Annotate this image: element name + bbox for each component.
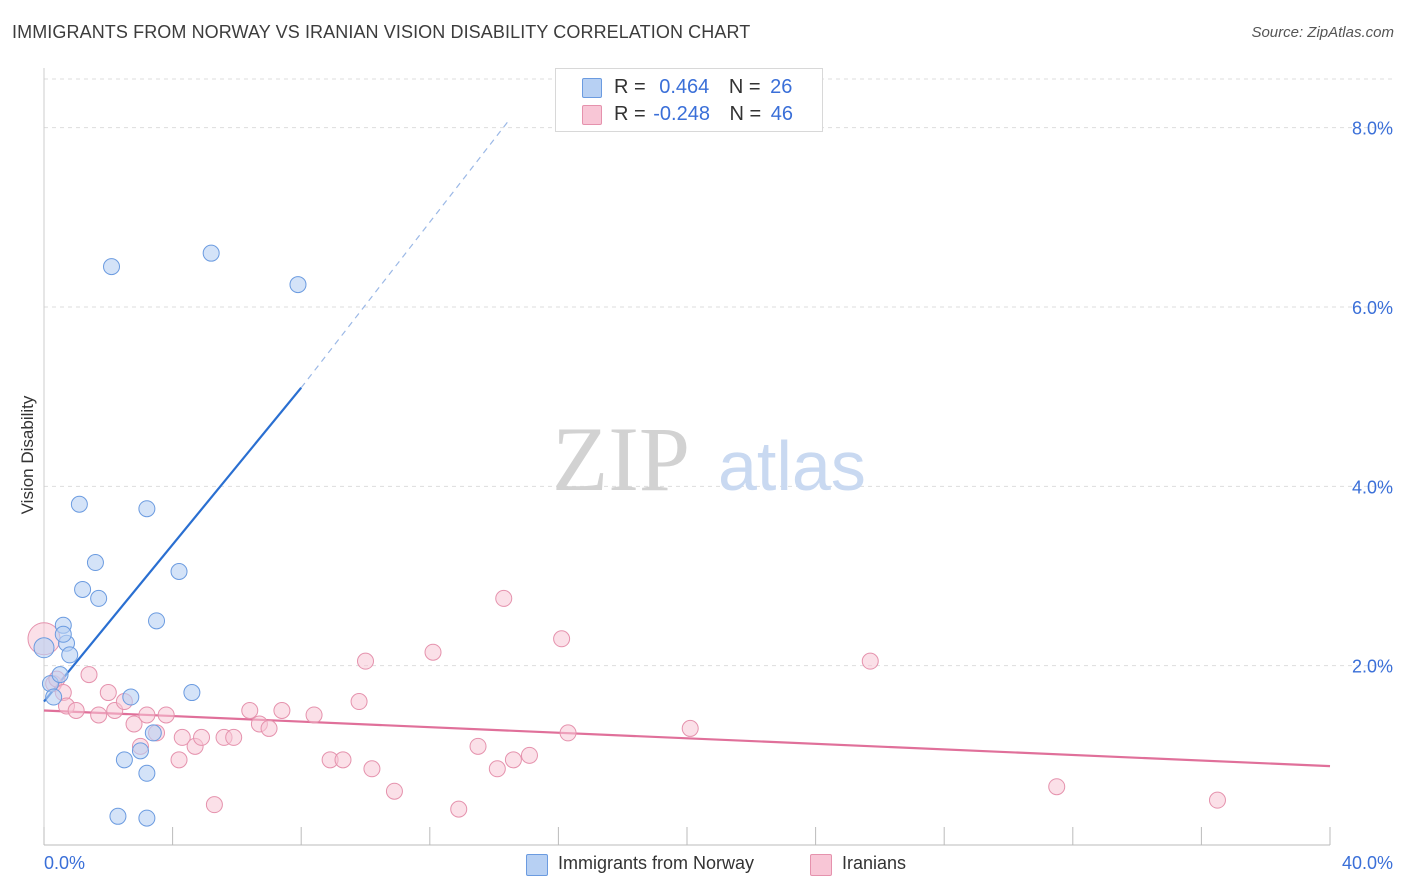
iranians-point <box>334 751 352 769</box>
iranians-point <box>138 706 156 724</box>
norway-point <box>115 751 133 769</box>
iranians-point <box>495 589 513 607</box>
norway-point <box>289 276 307 294</box>
norway-point <box>90 589 108 607</box>
r-value: -0.248 <box>653 103 710 125</box>
watermark: ZIP atlas <box>552 408 866 510</box>
iranians-point <box>305 706 323 724</box>
x-tick-label-max: 40.0% <box>1342 853 1393 873</box>
iranians-point <box>1208 791 1226 809</box>
r-label: R = <box>614 103 646 125</box>
iranians-point <box>681 719 699 737</box>
norway-swatch <box>582 78 602 98</box>
r-label: R = <box>614 76 646 98</box>
n-value: 46 <box>770 103 794 125</box>
iranians-point <box>125 715 143 733</box>
norway-point <box>148 612 166 630</box>
norway-point <box>103 258 121 276</box>
norway-point <box>122 688 140 706</box>
iranians-swatch <box>582 105 602 125</box>
norway-point <box>202 244 220 262</box>
axes <box>43 68 1331 846</box>
tick-labels: 2.0% 4.0% 6.0% 8.0% 0.0% 40.0% <box>44 119 1393 873</box>
iranians-point <box>99 684 117 702</box>
iranians-point <box>385 782 403 800</box>
iranians-legend-swatch <box>810 854 832 876</box>
stats-legend: R = 0.464 N = 26 R = -0.248 N = 46 <box>555 68 823 132</box>
y-tick-label: 4.0% <box>1352 477 1393 497</box>
norway-point <box>131 742 149 760</box>
norway-point <box>183 684 201 702</box>
iranians-point <box>357 652 374 670</box>
iranians-point <box>559 724 577 742</box>
norway-point <box>54 625 72 643</box>
iranians-point <box>260 719 278 737</box>
norway-trend-extension <box>300 118 511 389</box>
iranians-point <box>67 701 85 719</box>
iranians-point <box>861 652 879 670</box>
norway-point <box>86 554 104 572</box>
grid-lines <box>44 78 1392 667</box>
norway-point <box>74 580 92 598</box>
iranians-point <box>1048 778 1066 796</box>
iranians-point <box>225 728 243 746</box>
y-tick-label: 2.0% <box>1352 657 1393 677</box>
norway-point <box>138 764 156 782</box>
iranians-point <box>350 693 368 711</box>
x-tick-label-min: 0.0% <box>44 853 85 873</box>
watermark-zip: ZIP <box>552 408 690 510</box>
norway-point <box>138 809 156 827</box>
norway-points <box>33 244 307 827</box>
norway-point <box>45 688 63 706</box>
source-label: Source: ZipAtlas.com <box>1251 24 1394 41</box>
norway-point <box>138 500 156 518</box>
y-tick-label: 8.0% <box>1352 119 1393 139</box>
iranians-point <box>90 706 108 724</box>
norway-point <box>33 637 55 659</box>
iranians-point <box>363 760 381 778</box>
watermark-atlas: atlas <box>718 427 866 505</box>
norway-legend-swatch <box>526 854 548 876</box>
chart-title: IMMIGRANTS FROM NORWAY VS IRANIAN VISION… <box>12 22 751 42</box>
norway-point <box>51 666 69 684</box>
iranians-point <box>450 800 468 818</box>
n-label: N = <box>729 103 762 125</box>
iranians-point <box>193 728 211 746</box>
norway-point <box>70 495 88 513</box>
iranians-point <box>553 630 571 648</box>
norway-legend-label: Immigrants from Norway <box>558 853 755 873</box>
iranians-point <box>469 737 487 755</box>
iranians-points <box>27 589 1226 818</box>
iranians-point <box>520 746 538 764</box>
norway-point <box>144 724 162 742</box>
iranians-point <box>157 706 175 724</box>
iranians-point <box>273 701 291 719</box>
norway-point <box>61 646 79 664</box>
iranians-point <box>170 751 188 769</box>
iranians-point <box>424 643 442 661</box>
r-value: 0.464 <box>659 76 710 98</box>
norway-trend-line <box>43 386 303 703</box>
y-tick-label: 6.0% <box>1352 298 1393 318</box>
iranians-point <box>504 751 522 769</box>
iranians-point <box>173 728 191 746</box>
iranians-point <box>488 760 506 778</box>
iranians-point <box>80 666 98 684</box>
norway-point <box>109 807 127 825</box>
n-value: 26 <box>770 76 793 98</box>
n-label: N = <box>728 76 761 98</box>
iranians-point <box>205 796 223 814</box>
iranians-legend-label: Iranians <box>842 853 907 873</box>
iranians-point <box>241 701 259 719</box>
norway-point <box>170 563 188 581</box>
